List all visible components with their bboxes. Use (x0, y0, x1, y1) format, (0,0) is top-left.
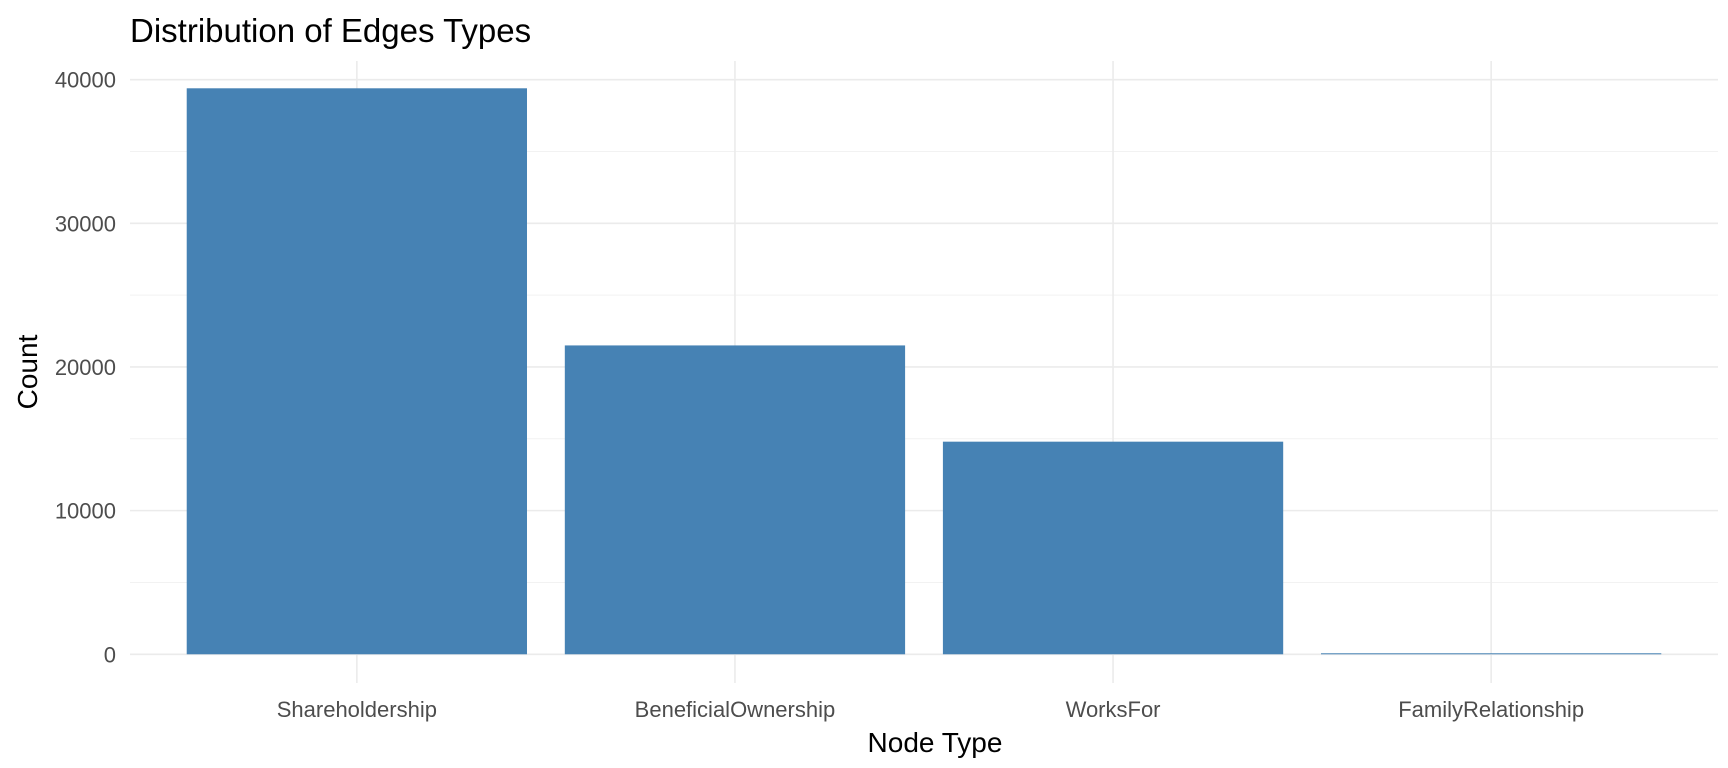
y-tick-label: 30000 (55, 211, 116, 236)
x-tick-label: WorksFor (1066, 697, 1161, 722)
chart-title: Distribution of Edges Types (130, 12, 531, 49)
x-tick-label: BeneficialOwnership (635, 697, 836, 722)
y-axis-tick-labels: 0 10000 20000 30000 40000 (55, 68, 116, 668)
bar-shareholdership (186, 88, 527, 655)
bar-beneficialownership (564, 345, 906, 655)
bar-familyrelationship (1321, 653, 1662, 655)
y-axis-title: Count (12, 334, 43, 409)
x-tick-label: Shareholdership (277, 697, 437, 722)
y-tick-label: 20000 (55, 355, 116, 380)
x-axis-title: Node Type (868, 727, 1003, 758)
x-axis-tick-labels: Shareholdership BeneficialOwnership WorksF… (277, 697, 1584, 722)
y-tick-label: 10000 (55, 499, 116, 524)
bars (186, 88, 1662, 655)
y-tick-label: 40000 (55, 68, 116, 93)
y-tick-label: 0 (104, 642, 116, 667)
bar-worksfor (942, 441, 1284, 655)
x-tick-label: FamilyRelationship (1398, 697, 1584, 722)
